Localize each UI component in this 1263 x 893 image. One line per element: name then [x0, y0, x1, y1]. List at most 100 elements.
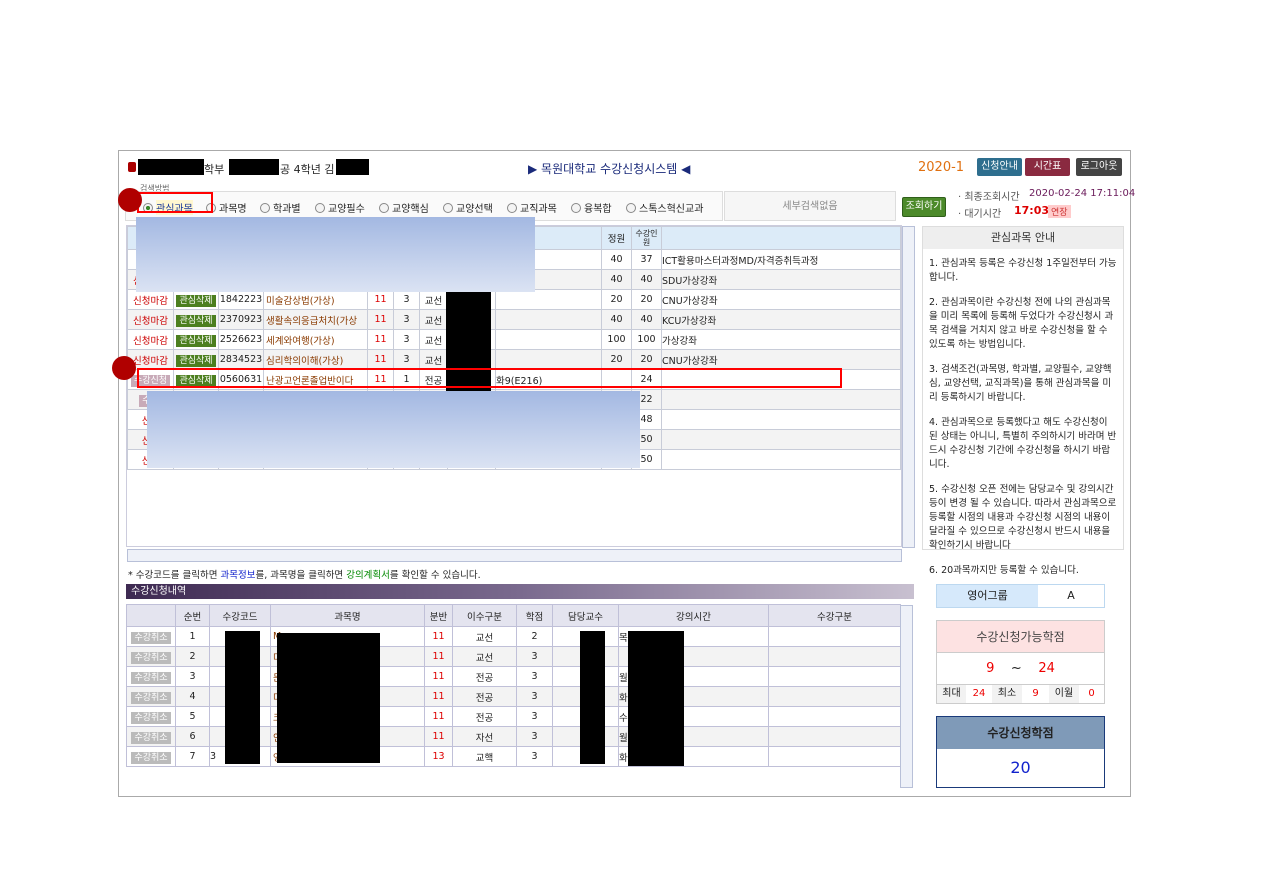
syllabus-link[interactable]: 강의계획서: [346, 570, 390, 581]
course-code-link[interactable]: 1842223: [219, 294, 263, 305]
cell-action: 수강취소: [126, 666, 176, 687]
cell-credit: 2: [516, 626, 553, 647]
cell-action: 관심삭제: [173, 309, 219, 330]
cell-no: 2: [175, 646, 210, 667]
remove-interest-button[interactable]: 관심삭제: [176, 335, 216, 347]
max-value: 24: [972, 688, 986, 699]
course-table-hscrollbar[interactable]: [127, 549, 902, 562]
cell-note-text: 가상강좌: [662, 335, 697, 347]
cell-credit: 3: [393, 329, 420, 350]
cell-type-text: 전공: [424, 375, 443, 387]
max-label: 최대: [937, 685, 966, 703]
cell-section: 11: [367, 309, 394, 330]
cell-enrolled: 40: [631, 309, 662, 330]
cell-credit-text: 1: [403, 374, 410, 385]
remove-interest-button[interactable]: 관심삭제: [176, 295, 216, 307]
cell-note-text: SDU가상강좌: [662, 275, 718, 287]
radio-department[interactable]: 학과별: [260, 200, 301, 215]
remove-interest-button[interactable]: 관심삭제: [176, 375, 216, 387]
remove-interest-button[interactable]: 관심삭제: [176, 355, 216, 367]
extend-button[interactable]: 연장: [1048, 205, 1071, 218]
cancel-course-button[interactable]: 수강취소: [131, 632, 171, 644]
detail-search-field[interactable]: 세부검색없음: [724, 191, 896, 221]
course-name-link[interactable]: 미술감상법(가상): [266, 295, 335, 307]
enrolled-table-vscrollbar[interactable]: [900, 605, 913, 788]
cell-section: 11: [424, 666, 453, 687]
cell-type: 교선: [419, 349, 448, 370]
credit-range-title: 수강신청가능학점: [937, 621, 1104, 653]
cell-type-text: 교선: [424, 295, 443, 307]
english-group: 영어그룹 A: [936, 584, 1105, 608]
cell-credit-text: 3: [531, 671, 538, 682]
course-name-link[interactable]: 난광고언론졸업반이다: [266, 375, 354, 387]
cancel-course-button[interactable]: 수강취소: [131, 752, 171, 764]
cell-type-text: 교선: [424, 355, 443, 367]
cell-note: CNU가상강좌: [661, 289, 901, 310]
enrolled-col-header: 순번: [175, 604, 210, 627]
range-min: 9: [986, 661, 995, 676]
cell-credit: 3: [516, 686, 553, 707]
cell-enrolled-text: 40: [640, 274, 653, 285]
course-info-link[interactable]: 과목정보: [220, 570, 256, 581]
cancel-course-button[interactable]: 수강취소: [131, 692, 171, 704]
cell-enrolled: 20: [631, 349, 662, 370]
cell-section-text: 13: [432, 751, 445, 762]
redaction: [628, 631, 684, 766]
cell-note: ICT활용마스터과정MD/자격증취득과정: [661, 249, 901, 270]
course-code-link[interactable]: 2834523: [219, 354, 263, 365]
highlight-box: [137, 192, 213, 213]
cancel-course-button[interactable]: 수강취소: [131, 652, 171, 664]
cell-enrolled-text: 50: [640, 454, 653, 465]
course-code-link[interactable]: 2526623: [219, 334, 263, 345]
cancel-course-button[interactable]: 수강취소: [131, 672, 171, 684]
radio-liberal-required[interactable]: 교양필수: [315, 200, 365, 215]
course-code-link[interactable]: 2370923: [219, 314, 263, 325]
guide-item: 6. 20과목까지만 등록할 수 있습니다.: [929, 565, 1079, 576]
cell-section-text: 11: [432, 711, 445, 722]
note-text: 를, 과목명을 클릭하면: [255, 570, 347, 581]
cell-status-text[interactable]: 신청마감: [133, 335, 168, 347]
cancel-course-button[interactable]: 수강취소: [131, 732, 171, 744]
search-button[interactable]: 조회하기: [902, 197, 946, 217]
cell-credit: 3: [516, 646, 553, 667]
course-code-link[interactable]: 0560631: [219, 374, 263, 385]
course-name-link[interactable]: 세계와여행(가상): [266, 335, 335, 347]
guide-button[interactable]: 신청안내: [977, 158, 1022, 176]
course-name-link[interactable]: 심리학의이해(가상): [266, 355, 344, 367]
credit-range-values: 9 ~ 24: [937, 653, 1104, 685]
radio-innovation[interactable]: 스톡스혁신교과: [626, 200, 703, 215]
last-query-label: · 최종조회시간: [958, 192, 1020, 203]
guide-item: 2. 관심과목이란 수강신청 전에 나의 관심과목을 미리 목록에 등록해 두었…: [929, 297, 1114, 350]
timetable-button[interactable]: 시간표: [1025, 158, 1070, 176]
range-max: 24: [1038, 661, 1055, 676]
cell-credit-text: 3: [531, 711, 538, 722]
remove-interest-button[interactable]: 관심삭제: [176, 315, 216, 327]
radio-teaching[interactable]: 교직과목: [507, 200, 557, 215]
radio-liberal-core[interactable]: 교양핵심: [379, 200, 429, 215]
cancel-course-button[interactable]: 수강취소: [131, 712, 171, 724]
cell-time: [495, 329, 602, 350]
cell-no-text: 2: [189, 651, 196, 662]
cell-credit-text: 3: [403, 354, 410, 365]
cell-kind: [768, 746, 901, 767]
cell-status-text[interactable]: 수강신청: [130, 375, 171, 387]
course-name-link[interactable]: 생활속의응급처치(가상: [266, 315, 358, 327]
cell-type-text: 교핵: [475, 752, 494, 764]
cell-status-text[interactable]: 신청마감: [133, 295, 168, 307]
cell-status-text[interactable]: 신청마감: [133, 315, 168, 327]
cell-no: 4: [175, 686, 210, 707]
cell-status-text[interactable]: 신청마감: [133, 355, 168, 367]
cell-capacity: 40: [601, 309, 632, 330]
cell-credit: 3: [393, 349, 420, 370]
cell-section-text: 11: [374, 314, 387, 325]
cell-time-text: 화: [619, 692, 628, 704]
radio-liberal-elective[interactable]: 교양선택: [443, 200, 493, 215]
course-table-vscrollbar[interactable]: [902, 226, 915, 548]
radio-convergence[interactable]: 융복합: [571, 200, 612, 215]
logout-button[interactable]: 로그아웃: [1076, 158, 1122, 176]
guide-item: 3. 검색조건(과목명, 학과별, 교양필수, 교양핵심, 교양선택, 교직과목…: [929, 364, 1112, 403]
cell-enrolled-text: 48: [640, 414, 653, 425]
cell-credit: 3: [516, 726, 553, 747]
cell-section-text: 11: [432, 691, 445, 702]
system-title: ▶ 목원대학교 수강신청시스템 ◀: [528, 162, 691, 176]
